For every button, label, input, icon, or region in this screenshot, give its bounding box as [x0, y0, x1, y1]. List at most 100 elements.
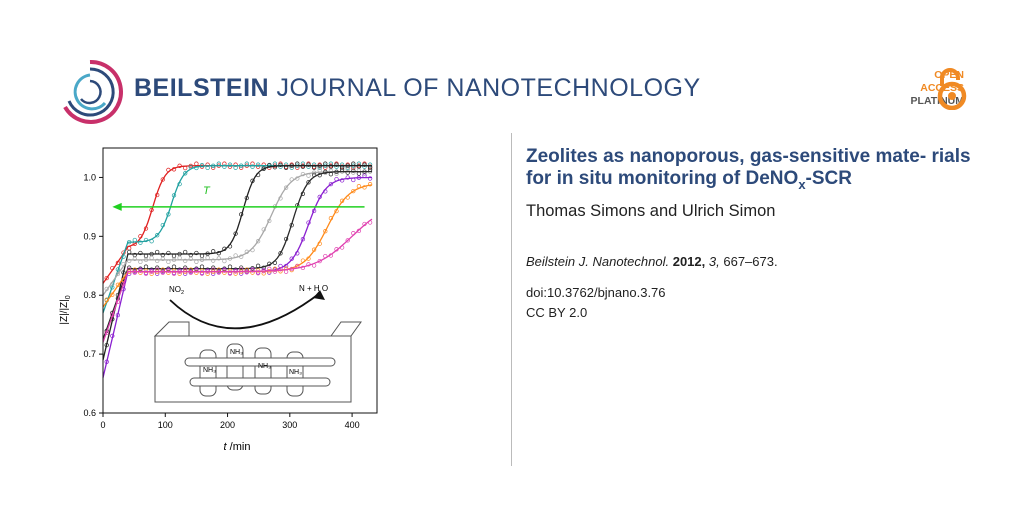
- data-point: [339, 162, 345, 167]
- data-point: [323, 169, 328, 174]
- data-point: [110, 265, 115, 271]
- data-point: [311, 263, 317, 268]
- data-point: [177, 269, 182, 274]
- vertical-divider: [511, 133, 512, 466]
- data-point: [244, 195, 249, 201]
- data-point: [199, 257, 205, 262]
- data-point: [104, 330, 109, 335]
- chart-axes: 0 100 200 300 400 0.6 0.7 0.8 0.9 1.0: [83, 147, 378, 430]
- data-point: [155, 267, 160, 272]
- zeolite-crossbar: [184, 357, 336, 367]
- data-point: [306, 220, 311, 225]
- data-point: [362, 173, 367, 178]
- data-point: [171, 193, 177, 198]
- data-point: [295, 161, 300, 166]
- data-point: [171, 271, 177, 276]
- data-point: [149, 255, 154, 261]
- data-point: [255, 263, 261, 268]
- data-point: [351, 188, 356, 194]
- data-point: [323, 229, 328, 234]
- data-point: [227, 244, 233, 249]
- data-point: [183, 165, 188, 171]
- y-tick-label: 0.6: [83, 408, 96, 418]
- data-point: [239, 163, 244, 168]
- data-point: [222, 246, 227, 251]
- data-point: [272, 165, 278, 170]
- data-point: [115, 312, 121, 318]
- zeolite-left-face: [153, 321, 190, 337]
- data-point: [160, 270, 165, 275]
- series-line: [102, 218, 373, 343]
- data-point: [306, 262, 311, 267]
- data-point: [155, 192, 160, 198]
- data-point: [121, 261, 126, 267]
- data-point: [283, 162, 289, 167]
- data-point: [194, 161, 199, 166]
- data-point: [205, 165, 210, 171]
- zeolite-pillar: [254, 347, 272, 395]
- data-point: [110, 281, 115, 287]
- data-point: [300, 191, 306, 196]
- data-point: [194, 250, 199, 256]
- data-point: [351, 231, 356, 236]
- data-point: [239, 212, 244, 217]
- x-tick-label: 200: [220, 420, 235, 430]
- data-point: [323, 189, 328, 194]
- data-point: [115, 267, 121, 272]
- title-line1: Zeolites as nanoporous, gas-sensitive ma…: [526, 146, 927, 167]
- data-point: [216, 161, 221, 166]
- data-point: [289, 177, 294, 182]
- data-point: [250, 266, 255, 271]
- data-point: [278, 164, 283, 169]
- data-point: [323, 161, 328, 166]
- data-point: [351, 168, 356, 173]
- data-point: [227, 162, 233, 167]
- data-point: [155, 258, 160, 264]
- data-point: [295, 263, 300, 269]
- data-point: [194, 165, 199, 171]
- data-point: [244, 270, 249, 275]
- data-point: [367, 176, 373, 181]
- data-point: [132, 270, 137, 275]
- data-point: [239, 254, 244, 259]
- article-citation: Beilstein J. Nanotechnol. 2012, 3, 667–6…: [526, 254, 778, 269]
- data-point: [289, 256, 294, 261]
- data-point: [334, 208, 339, 214]
- data-point: [222, 258, 227, 264]
- data-point: [250, 178, 255, 183]
- data-point: [278, 162, 283, 168]
- data-point: [317, 168, 322, 173]
- data-point: [317, 258, 322, 264]
- data-point: [356, 175, 362, 180]
- data-point: [143, 253, 149, 259]
- chart-labels: T NO2 N + H O t /min |Z|/|Z|0: [59, 185, 328, 453]
- nh3-label: NH₃: [258, 363, 271, 370]
- data-point: [155, 233, 160, 238]
- data-point: [362, 185, 367, 190]
- temperature-arrowhead: [112, 202, 122, 211]
- data-point: [267, 218, 272, 224]
- x-axis-label: t /min: [224, 441, 251, 453]
- data-point: [278, 263, 283, 269]
- series-line: [102, 165, 372, 314]
- article-doi[interactable]: doi:10.3762/bjnano.3.76: [526, 285, 666, 300]
- article-license[interactable]: CC BY 2.0: [526, 305, 588, 320]
- x-tick-label: 300: [282, 420, 297, 430]
- data-point: [183, 171, 188, 176]
- journal-header: BEILSTEIN JOURNAL OF NANOTECHNOLOGY OPEN…: [0, 0, 1024, 124]
- series-line: [102, 165, 372, 361]
- x-tick-label: 100: [158, 420, 173, 430]
- data-point: [362, 164, 367, 169]
- data-point: [317, 194, 322, 200]
- data-point: [283, 165, 289, 170]
- data-point: [345, 195, 350, 200]
- journal-name-rest: JOURNAL OF NANOTECHNOLOGY: [269, 74, 701, 102]
- data-point: [166, 268, 171, 273]
- data-point: [328, 253, 334, 258]
- data-point: [311, 162, 317, 167]
- data-point: [171, 253, 177, 259]
- data-point: [255, 172, 261, 178]
- data-point: [227, 268, 233, 273]
- data-point: [160, 177, 165, 182]
- annotation-left: NO2: [169, 285, 184, 296]
